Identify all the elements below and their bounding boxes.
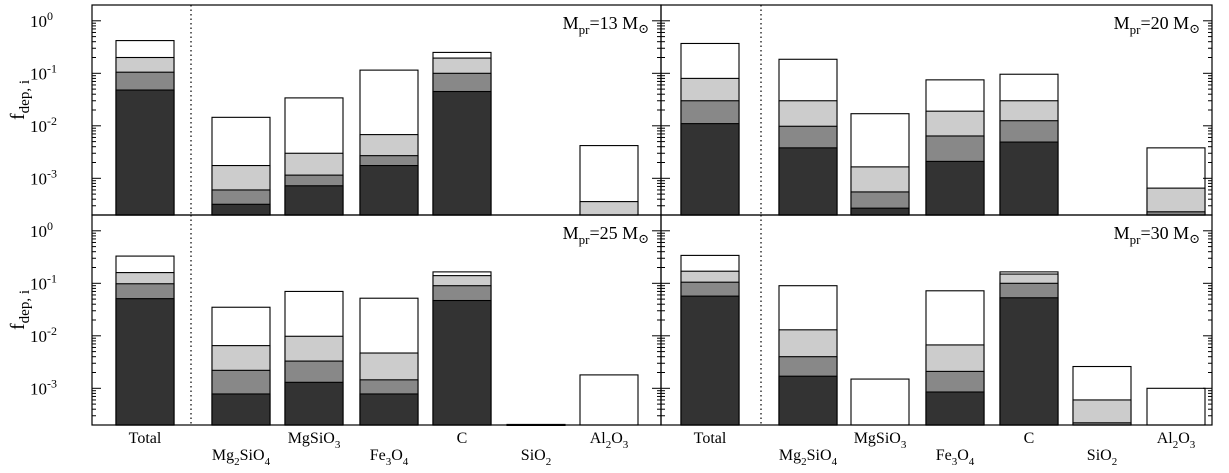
- panel-1: 100 10-1 10-2 10-3 Mpr=13 M⊙: [30, 4, 662, 216]
- y-axis-label: fdep, i: [7, 290, 33, 330]
- bar-layer-4: [359, 393, 419, 426]
- bar-layer-4: [778, 147, 838, 216]
- bar-mg2sio4: [211, 116, 271, 216]
- category-label-total: Total: [694, 430, 727, 447]
- bar-total: [680, 42, 740, 216]
- bar-mgsio3: [284, 290, 344, 426]
- panel-4: Mpr=30 M⊙: [660, 214, 1213, 426]
- category-label-mg2sio4: Mg2SiO4: [212, 447, 271, 468]
- bar-layer-4: [999, 297, 1059, 426]
- panel-frame: [660, 214, 1213, 426]
- category-label-mgsio3: MgSiO3: [854, 430, 907, 451]
- bar-layer-4: [284, 381, 344, 426]
- y-tick-label: 10-3: [30, 376, 57, 398]
- category-label-al2o3: Al2O3: [1157, 430, 1196, 451]
- panel-2: Mpr=20 M⊙: [660, 4, 1213, 216]
- y-tick-label: 10-1: [30, 271, 57, 293]
- category-label-fe3o4: Fe3O4: [936, 447, 975, 468]
- bar-mgsio3: [850, 113, 910, 216]
- bar-mg2sio4: [778, 285, 838, 426]
- category-label-sio2: SiO2: [521, 447, 551, 468]
- bar-c: [999, 73, 1059, 216]
- y-tick-label: 10-1: [30, 61, 57, 83]
- bar-layer-4: [680, 295, 740, 426]
- y-tick-label: 10-3: [30, 166, 57, 188]
- y-tick-label: 10-2: [30, 114, 57, 136]
- bar-fe3o4: [925, 79, 985, 216]
- panel-title: Mpr=25 M⊙: [563, 223, 649, 247]
- bar-c: [432, 271, 492, 426]
- bar-fe3o4: [925, 290, 985, 426]
- bar-layer-4: [211, 203, 271, 216]
- bar-total: [115, 255, 175, 426]
- bar-c: [432, 51, 492, 216]
- bar-layer-4: [850, 207, 910, 216]
- y-axis-label: fdep, i: [7, 80, 33, 120]
- bar-layer-1: [579, 374, 639, 426]
- panel-title: Mpr=13 M⊙: [563, 13, 649, 37]
- y-tick-label: 100: [30, 9, 53, 31]
- bar-al2o3: [579, 374, 639, 426]
- panel-title: Mpr=20 M⊙: [1114, 13, 1200, 37]
- bar-layer-4: [115, 298, 175, 426]
- bar-layer-2: [579, 201, 639, 216]
- bar-layer-1: [1146, 387, 1206, 426]
- bar-layer-4: [778, 375, 838, 426]
- bar-al2o3: [1146, 147, 1206, 216]
- bar-al2o3: [1146, 387, 1206, 426]
- bar-layer-4: [432, 299, 492, 426]
- bar-mgsio3: [850, 378, 910, 426]
- bar-layer-2: [1146, 187, 1206, 216]
- chart-root: 100 10-1 10-2 10-3 Mpr=13 M⊙ Mpr=20 M⊙ 100 10-1…: [7, 4, 1213, 468]
- bar-layer-4: [999, 141, 1059, 216]
- bar-total: [680, 254, 740, 426]
- bar-layer-4: [359, 164, 419, 216]
- panel-title: Mpr=30 M⊙: [1114, 223, 1200, 247]
- bar-layer-4: [432, 90, 492, 216]
- bar-fe3o4: [359, 297, 419, 426]
- bar-al2o3: [579, 145, 639, 216]
- bar-layer-4: [680, 123, 740, 216]
- y-tick-label: 10-2: [30, 324, 57, 346]
- bar-total: [115, 40, 175, 216]
- category-label-mg2sio4: Mg2SiO4: [779, 447, 838, 468]
- bar-layer-4: [925, 391, 985, 426]
- bar-sio2: [1072, 365, 1132, 426]
- category-label-c: C: [457, 430, 468, 447]
- bar-layer-4: [211, 393, 271, 426]
- y-ticks: 100 10-1 10-2 10-3: [30, 4, 661, 216]
- category-label-mgsio3: MgSiO3: [288, 430, 341, 451]
- bar-layer-2: [1072, 399, 1132, 426]
- bar-mg2sio4: [778, 58, 838, 216]
- y-ticks: [661, 214, 1212, 426]
- category-label-al2o3: Al2O3: [590, 430, 629, 451]
- category-label-total: Total: [129, 430, 162, 447]
- bar-layer-1: [850, 378, 910, 426]
- panel-3: 100 10-1 10-2 10-3 Mpr=25 M⊙: [30, 214, 662, 426]
- category-label-sio2: SiO2: [1087, 447, 1117, 468]
- y-ticks: 100 10-1 10-2 10-3: [30, 214, 661, 426]
- bar-layer-4: [284, 185, 344, 216]
- category-label-c: C: [1024, 430, 1035, 447]
- y-tick-label: 100: [30, 219, 53, 241]
- bar-c: [999, 271, 1059, 426]
- bar-mgsio3: [284, 97, 344, 216]
- category-label-fe3o4: Fe3O4: [370, 447, 409, 468]
- bar-fe3o4: [359, 69, 419, 216]
- bar-layer-4: [925, 160, 985, 216]
- bar-layer-4: [115, 89, 175, 216]
- bar-mg2sio4: [211, 306, 271, 426]
